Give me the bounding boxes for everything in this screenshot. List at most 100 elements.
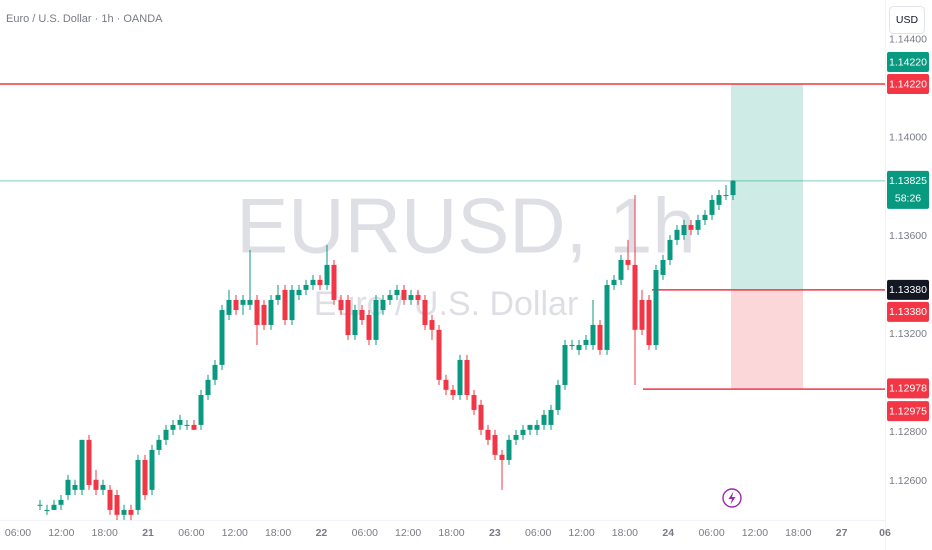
x-tick-label: 06:00 xyxy=(5,527,31,539)
candle-body xyxy=(345,299,351,335)
candle-body xyxy=(219,309,225,365)
price-badge-label: 1.13380 xyxy=(889,284,927,296)
candle-body xyxy=(184,424,190,426)
candle-body xyxy=(632,264,638,330)
candle-body xyxy=(296,289,302,296)
price-badge xyxy=(887,52,929,73)
candle-body xyxy=(191,424,197,430)
candle-body xyxy=(303,284,309,290)
price-badge xyxy=(887,170,929,209)
candle-body xyxy=(429,320,435,330)
candle-body xyxy=(79,439,85,490)
candle-body xyxy=(72,484,78,490)
x-tick-label: 12:00 xyxy=(742,527,768,539)
candle-body xyxy=(142,459,148,496)
price-badge xyxy=(887,378,929,399)
price-badge-label: 1.13380 xyxy=(889,306,927,318)
candle-body xyxy=(401,289,407,300)
candle-body xyxy=(555,384,561,410)
y-tick-label: 1.12800 xyxy=(889,426,927,438)
candle-body xyxy=(548,409,554,425)
candle-body xyxy=(681,224,687,236)
candle-body xyxy=(422,299,428,325)
x-tick-label: 12:00 xyxy=(395,527,421,539)
x-tick-label: 22 xyxy=(316,527,328,539)
currency-button-box[interactable] xyxy=(889,6,925,34)
candle-body xyxy=(499,454,505,460)
candle-body xyxy=(415,295,421,300)
x-tick-label: 06:00 xyxy=(178,527,204,539)
price-badge-label: 1.14220 xyxy=(889,56,927,68)
candle-body xyxy=(576,345,582,350)
candle-body xyxy=(527,424,533,430)
candle-body xyxy=(485,429,491,440)
candle-body xyxy=(387,295,393,300)
candle-body xyxy=(254,299,260,325)
candle-body xyxy=(618,260,624,280)
candle-body xyxy=(478,404,484,430)
y-tick-label: 1.13200 xyxy=(889,328,927,340)
price-badge xyxy=(887,301,929,322)
candle-body xyxy=(107,489,113,510)
candle-body xyxy=(625,260,631,265)
candle-body xyxy=(709,199,715,215)
price-badge xyxy=(887,74,929,95)
plot-area: 1.12600 1.12800 1.13200 1.13600 1.14000 1.144… xyxy=(0,34,929,539)
candle-body xyxy=(324,264,330,285)
candle-body xyxy=(170,424,176,430)
y-tick-label: 1.14400 xyxy=(889,34,927,46)
x-tick-label: 23 xyxy=(489,527,501,539)
position-stop-zone xyxy=(731,289,803,389)
candle-body xyxy=(275,295,281,300)
candle-body xyxy=(128,509,134,515)
x-tick-label: 12:00 xyxy=(222,527,248,539)
x-tick-label: 18:00 xyxy=(265,527,291,539)
candle-body xyxy=(513,434,519,440)
candle-body xyxy=(331,264,337,300)
price-badge xyxy=(887,279,929,300)
candle-body xyxy=(380,299,386,310)
candle-body xyxy=(464,359,470,396)
candle-body xyxy=(716,195,722,205)
candle-body xyxy=(247,299,253,305)
candle-body xyxy=(44,509,50,511)
candle-body xyxy=(156,439,162,450)
candle-body xyxy=(177,420,183,425)
candle-body xyxy=(534,424,540,430)
candle-body xyxy=(408,295,414,300)
price-badge-label: 1.12978 xyxy=(889,383,927,395)
candle-body xyxy=(492,434,498,455)
x-tick-label: 06 xyxy=(879,527,891,539)
x-tick-label: 27 xyxy=(836,527,848,539)
candle-body xyxy=(688,224,694,230)
currency-label[interactable]: USD xyxy=(896,14,919,26)
lightning-icon[interactable] xyxy=(722,488,742,508)
x-tick-label: 06:00 xyxy=(698,527,724,539)
candle-body xyxy=(569,345,575,347)
candle-body xyxy=(135,459,141,510)
candle-body xyxy=(436,329,442,380)
x-tick-label: 18:00 xyxy=(785,527,811,539)
candle-body xyxy=(65,479,71,496)
candle-body xyxy=(352,309,358,335)
candle-body xyxy=(310,279,316,285)
candle-body xyxy=(471,395,477,410)
x-tick-label: 12:00 xyxy=(568,527,594,539)
candle-body xyxy=(58,499,64,505)
candle-body xyxy=(450,389,456,396)
candle-body xyxy=(597,324,603,350)
candle-body xyxy=(86,439,92,485)
x-tick-label: 21 xyxy=(142,527,154,539)
candle-body xyxy=(163,429,169,440)
price-badge-label: 1.12975 xyxy=(889,405,927,417)
candle-body xyxy=(394,289,400,296)
candle-body xyxy=(282,289,288,321)
candle-body xyxy=(583,339,589,346)
candle-body xyxy=(149,449,155,490)
watermark: EURUSD, 1h xyxy=(236,182,695,270)
candle-body xyxy=(660,260,666,275)
currency-button[interactable]: USD xyxy=(889,6,925,34)
price-badge-label: 1.14220 xyxy=(889,78,927,90)
